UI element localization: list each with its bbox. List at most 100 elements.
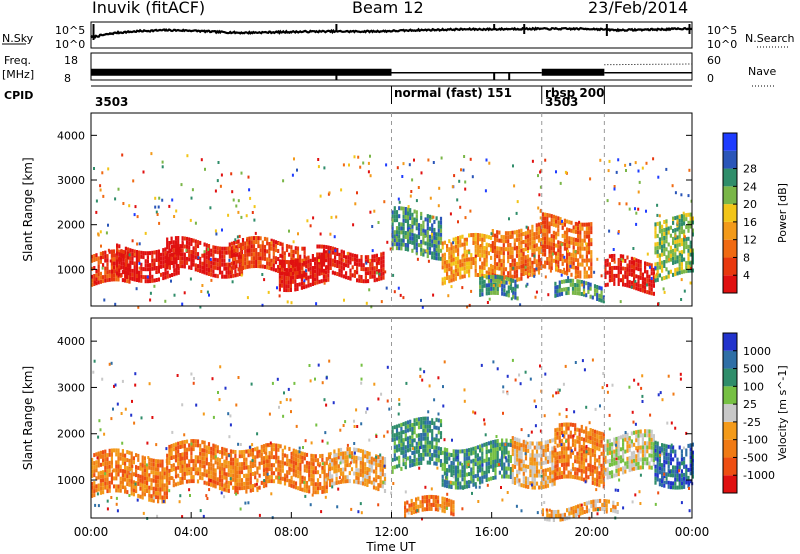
- range-cell: [524, 247, 527, 252]
- range-cell: [126, 275, 129, 280]
- range-cell: [126, 490, 129, 495]
- range-cell: [577, 234, 580, 239]
- range-cell: [541, 216, 544, 221]
- sparse-scatter: [93, 152, 693, 309]
- range-cell: [518, 438, 521, 443]
- range-cell: [604, 443, 607, 448]
- scatter-cell: [634, 207, 636, 211]
- range-cell: [358, 274, 361, 279]
- range-cell: [345, 275, 348, 280]
- range-cell: [327, 253, 330, 258]
- range-cell: [529, 473, 532, 478]
- range-cell: [587, 285, 590, 290]
- range-cell: [437, 244, 440, 249]
- scatter-cell: [464, 216, 467, 220]
- range-cell: [174, 244, 178, 249]
- range-cell: [395, 448, 399, 453]
- range-cell: [289, 268, 292, 272]
- range-cell: [457, 457, 460, 462]
- range-cell: [225, 472, 228, 477]
- scatter-cell: [630, 285, 633, 289]
- range-cell: [520, 252, 523, 257]
- range-cell: [262, 464, 266, 469]
- range-cell: [546, 233, 549, 237]
- range-cell: [303, 464, 306, 469]
- range-cell: [244, 249, 247, 254]
- range-cell: [524, 476, 528, 481]
- range-cell: [183, 448, 186, 452]
- range-cell: [507, 466, 510, 471]
- range-cell: [221, 258, 224, 263]
- scatter-cell: [409, 225, 412, 228]
- range-cell: [667, 274, 670, 279]
- range-cell: [290, 463, 293, 468]
- range-cell: [287, 284, 290, 289]
- range-cell: [626, 267, 629, 272]
- range-cell: [518, 241, 521, 246]
- range-cell: [244, 261, 247, 266]
- range-cell: [157, 479, 160, 484]
- range-cell: [619, 278, 622, 283]
- range-cell: [591, 448, 594, 453]
- range-cell: [162, 272, 165, 277]
- range-cell: [316, 486, 320, 491]
- range-cell: [194, 471, 197, 476]
- range-cell: [498, 442, 501, 447]
- range-cell: [646, 274, 649, 279]
- range-cell: [188, 245, 191, 250]
- range-cell: [500, 258, 503, 263]
- range-cell: [270, 451, 273, 456]
- range-cell: [223, 258, 226, 263]
- range-cell: [181, 456, 184, 461]
- range-cell: [411, 443, 414, 447]
- range-cell: [417, 235, 421, 240]
- range-cell: [102, 263, 105, 268]
- range-cell: [526, 226, 530, 231]
- range-cell: [170, 240, 173, 245]
- scatter-cell: [329, 232, 332, 236]
- range-cell: [292, 253, 295, 258]
- range-cell: [325, 485, 328, 490]
- range-cell: [227, 270, 230, 275]
- scatter-cell: [420, 298, 422, 302]
- range-cell: [633, 277, 636, 282]
- scatter-cell: [688, 168, 691, 172]
- range-cell: [391, 469, 394, 474]
- range-cell: [245, 449, 248, 454]
- scatter-cell: [413, 158, 415, 162]
- scatter-cell: [197, 256, 200, 260]
- range-cell: [667, 230, 670, 235]
- scatter-cell: [560, 243, 563, 247]
- range-cell: [435, 461, 438, 466]
- range-cell: [538, 485, 541, 490]
- range-cell: [557, 224, 560, 229]
- range-cell: [529, 465, 532, 470]
- scatter-cell: [569, 264, 572, 268]
- range-cell: [298, 258, 301, 263]
- range-cell: [522, 475, 525, 480]
- range-cell: [563, 466, 566, 471]
- range-cell: [580, 428, 583, 433]
- range-cell: [459, 485, 462, 490]
- range-cell: [361, 449, 365, 454]
- range-cell: [490, 440, 493, 445]
- range-cell: [174, 466, 178, 471]
- range-cell: [240, 482, 244, 487]
- range-cell: [496, 275, 499, 279]
- range-cell: [133, 249, 136, 254]
- range-cell: [457, 481, 460, 486]
- range-cell: [452, 481, 455, 486]
- range-cell: [516, 445, 519, 450]
- range-cell: [550, 250, 553, 255]
- range-cell: [355, 463, 358, 468]
- range-cell: [307, 259, 310, 264]
- range-cell: [479, 257, 482, 262]
- range-cell: [322, 278, 325, 283]
- range-cell: [431, 429, 434, 433]
- scatter-cell: [599, 158, 602, 162]
- scatter-cell: [367, 161, 370, 165]
- range-cell: [600, 298, 603, 303]
- range-cell: [678, 254, 681, 259]
- range-cell: [454, 457, 457, 462]
- scatter-cell: [137, 305, 140, 309]
